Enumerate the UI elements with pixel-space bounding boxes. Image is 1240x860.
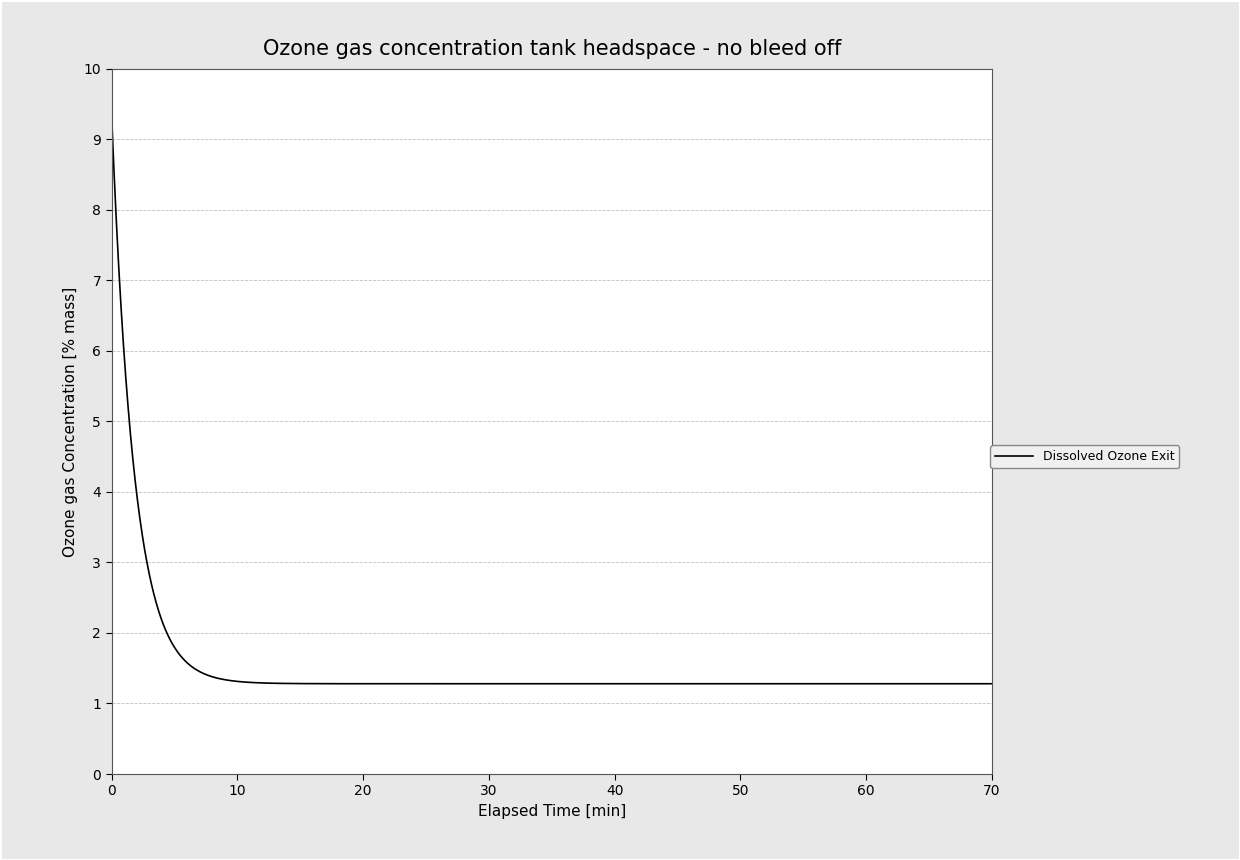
Dissolved Ozone Exit [205,672,219,682]
Dissolved Ozone Exit [967,679,982,689]
Dissolved Ozone Exit [967,679,982,689]
Dissolved Ozone Exit [257,678,272,688]
Dissolved Ozone Exit [985,679,999,689]
Legend: Dissolved Ozone Exit: Dissolved Ozone Exit [991,445,1179,468]
Line: Dissolved Ozone Exit: Dissolved Ozone Exit [112,114,992,684]
Dissolved Ozone Exit [104,109,119,120]
Y-axis label: Ozone gas Concentration [% mass]: Ozone gas Concentration [% mass] [63,286,78,556]
Dissolved Ozone Exit [873,679,888,689]
Title: Ozone gas concentration tank headspace - no bleed off: Ozone gas concentration tank headspace -… [263,39,841,59]
Dissolved Ozone Exit [480,679,495,689]
Dissolved Ozone Exit [441,679,456,689]
X-axis label: Elapsed Time [min]: Elapsed Time [min] [477,804,626,819]
